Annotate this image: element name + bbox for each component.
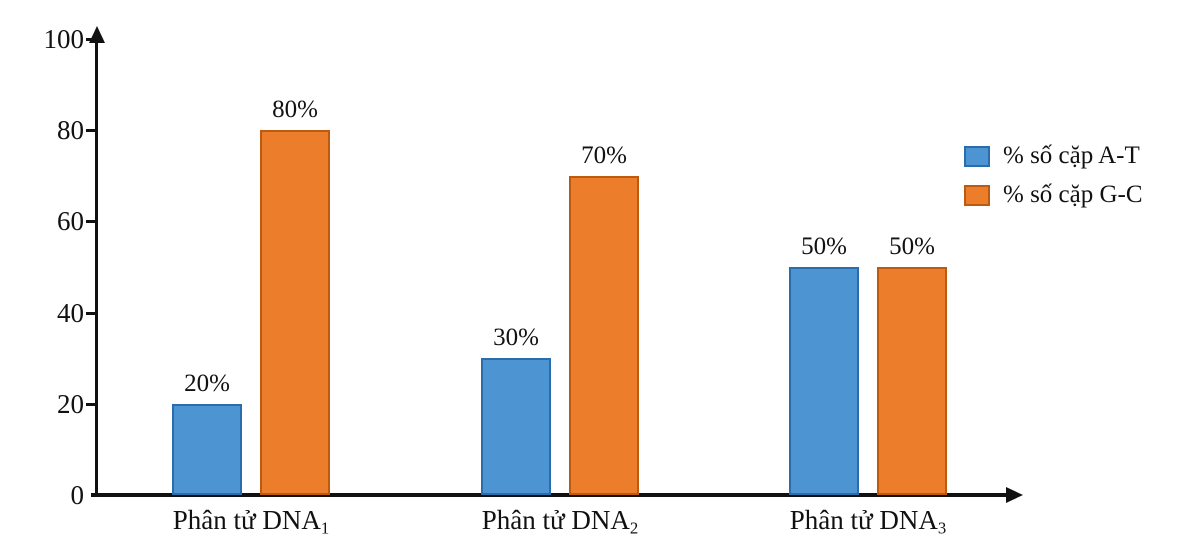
legend-swatch-gc — [964, 184, 990, 206]
y-tick-mark — [86, 129, 96, 133]
y-tick-label: 40 — [57, 297, 84, 328]
legend-label-at: % số cặp A-T — [1003, 142, 1140, 169]
bar-value-label: 80% — [272, 96, 318, 123]
category-subscript: 1 — [320, 518, 330, 538]
category-label-dna3: Phân tử DNA3 — [789, 505, 947, 538]
y-axis-line — [95, 32, 98, 497]
bar-at-dna1 — [172, 404, 242, 495]
legend-label-gc: % số cặp G-C — [1003, 181, 1143, 208]
y-tick-mark — [86, 220, 96, 224]
bar-at-dna3 — [789, 267, 859, 495]
y-tick-label: 60 — [57, 206, 84, 237]
category-subscript: 3 — [937, 518, 947, 538]
bar-at-dna2 — [481, 358, 551, 495]
bar-value-label: 20% — [184, 370, 230, 397]
bar-gc-dna3 — [877, 267, 947, 495]
category-subscript: 2 — [629, 518, 639, 538]
legend-item-gc: % số cặp G-C — [964, 182, 1143, 208]
x-axis-arrow-icon — [1006, 487, 1023, 503]
y-tick-label: 20 — [57, 388, 84, 419]
category-label-dna2: Phân tử DNA2 — [481, 505, 639, 538]
bar-value-label: 50% — [801, 233, 847, 260]
y-tick-label: 80 — [57, 115, 84, 146]
bar-gc-dna1 — [260, 130, 330, 495]
x-axis-line — [91, 493, 1008, 497]
bar-value-label: 30% — [493, 324, 539, 351]
category-label-dna1: Phân tử DNA1 — [172, 505, 330, 538]
bar-gc-dna2 — [569, 176, 639, 495]
bar-value-label: 70% — [581, 142, 627, 169]
y-tick-label: 0 — [70, 480, 85, 510]
y-tick-mark — [86, 402, 96, 406]
legend: % số cặp A-T % số cặp G-C — [964, 143, 1143, 208]
y-tick-mark — [86, 38, 96, 41]
y-tick-mark — [86, 311, 96, 315]
legend-item-at: % số cặp A-T — [964, 143, 1143, 169]
legend-swatch-at — [964, 145, 990, 167]
y-tick-label: 100 — [43, 24, 85, 54]
bar-value-label: 50% — [889, 233, 935, 260]
